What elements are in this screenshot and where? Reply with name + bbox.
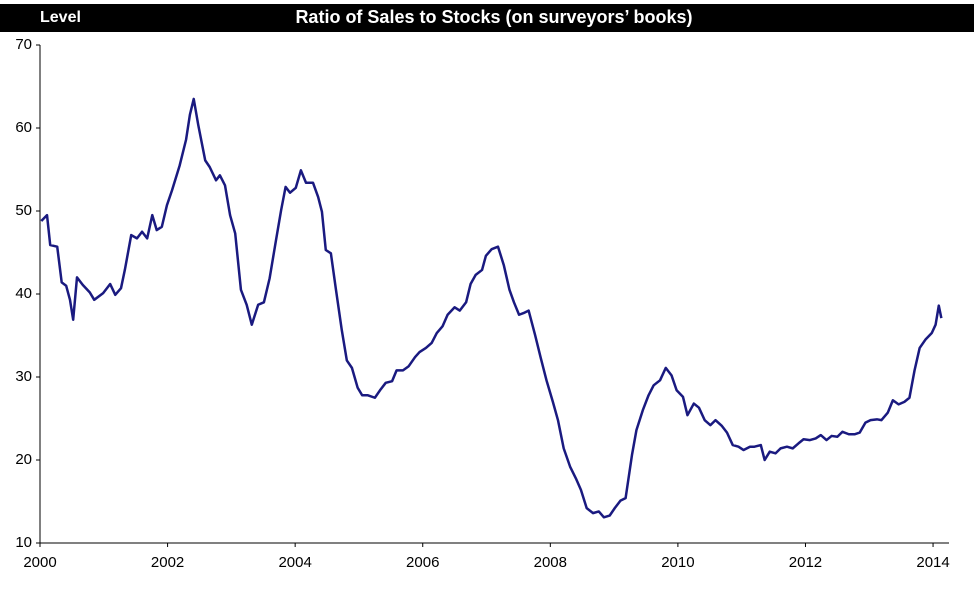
x-tick-label: 2006: [406, 554, 439, 571]
x-tick-label: 2002: [151, 554, 184, 571]
y-tick-label: 30: [15, 368, 32, 385]
y-tick-label: 40: [15, 285, 32, 302]
x-tick-label: 2010: [661, 554, 694, 571]
chart-title: Ratio of Sales to Stocks (on surveyors’ …: [295, 7, 692, 27]
y-tick-label: 60: [15, 119, 32, 136]
x-tick-label: 2008: [534, 554, 567, 571]
data-line: [40, 97, 943, 519]
y-tick-label: 20: [15, 451, 32, 468]
y-tick-label: 50: [15, 202, 32, 219]
y-tick-label: 10: [15, 534, 32, 551]
x-tick-label: 2014: [916, 554, 949, 571]
y-tick-label: 70: [15, 36, 32, 53]
x-tick-label: 2012: [789, 554, 822, 571]
x-tick-label: 2000: [23, 554, 56, 571]
y-axis-label: Level: [40, 9, 81, 26]
title-bar: [0, 4, 974, 32]
x-tick-label: 2004: [278, 554, 311, 571]
